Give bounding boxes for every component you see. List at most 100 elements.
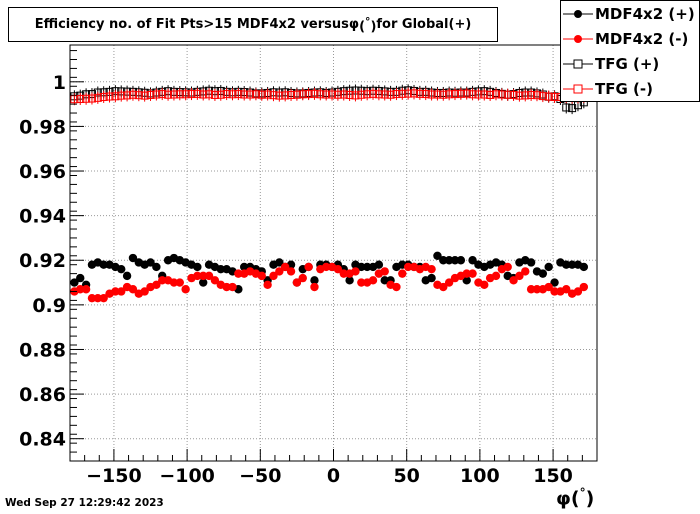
- data-point: [175, 278, 184, 287]
- data-point: [204, 271, 214, 281]
- data-point: [380, 276, 389, 285]
- data-point: [392, 90, 401, 99]
- data-point: [210, 276, 220, 285]
- data-point: [164, 90, 173, 99]
- series-1: [70, 262, 589, 303]
- y-tick-label: 0.94: [19, 206, 66, 228]
- data-point: [158, 90, 167, 99]
- data-point: [70, 95, 79, 104]
- data-point: [374, 90, 383, 99]
- data-point: [451, 90, 460, 99]
- data-point: [117, 91, 126, 100]
- data-point: [152, 262, 161, 272]
- data-point: [503, 262, 512, 272]
- data-point: [152, 280, 161, 289]
- data-point: [76, 285, 85, 294]
- data-point: [298, 273, 307, 283]
- x-tick-label: 150: [533, 465, 573, 487]
- data-point: [550, 92, 559, 101]
- data-point: [515, 91, 524, 100]
- data-point: [263, 90, 272, 99]
- grid-lines: [70, 45, 597, 461]
- data-point: [333, 264, 343, 274]
- data-point: [123, 91, 132, 100]
- data-point: [491, 90, 500, 99]
- data-markers: [70, 84, 589, 303]
- data-point: [392, 282, 401, 292]
- x-tick-label: 50: [393, 465, 419, 487]
- data-point: [439, 282, 448, 292]
- data-point: [562, 285, 571, 294]
- data-point: [421, 90, 430, 99]
- data-point: [550, 287, 559, 296]
- data-point: [363, 90, 372, 99]
- data-point: [357, 90, 366, 99]
- data-point: [567, 260, 577, 269]
- x-tick-label: −50: [239, 465, 281, 487]
- legend-item-mdf4x2-minus: MDF4x2 (-): [561, 27, 700, 51]
- data-point: [99, 293, 108, 303]
- data-point: [462, 269, 471, 278]
- data-point: [93, 93, 102, 102]
- data-point: [374, 260, 384, 269]
- data-point: [222, 90, 231, 99]
- data-point: [398, 89, 407, 98]
- data-point: [81, 285, 91, 294]
- data-point: [275, 267, 284, 276]
- y-tick-label: 0.86: [19, 384, 66, 406]
- data-point: [193, 89, 202, 98]
- data-point: [222, 282, 231, 292]
- y-tick-label: 0.92: [19, 250, 66, 272]
- data-point: [468, 256, 477, 265]
- data-point: [480, 90, 489, 99]
- data-point: [568, 104, 577, 113]
- data-point: [280, 262, 290, 272]
- data-point: [433, 90, 442, 99]
- data-point: [199, 278, 208, 287]
- data-point: [292, 278, 302, 287]
- y-tick-label: 0.9: [32, 295, 66, 317]
- data-point: [351, 91, 360, 100]
- data-point: [292, 90, 301, 99]
- data-point: [210, 90, 219, 99]
- title-prefix: Efficiency no. of Fit Pts>15 MDF4x2 vers…: [34, 17, 349, 32]
- data-point: [193, 262, 202, 272]
- data-point: [398, 269, 407, 278]
- data-point: [339, 269, 348, 278]
- legend-label: MDF4x2 (-): [595, 30, 689, 48]
- data-point: [456, 256, 466, 265]
- data-point: [450, 256, 460, 265]
- data-point: [521, 267, 530, 276]
- data-point: [111, 92, 120, 101]
- data-point: [403, 262, 413, 272]
- filled-circle-icon: [563, 35, 593, 43]
- data-point: [526, 285, 536, 294]
- data-point: [269, 91, 278, 100]
- data-point: [304, 262, 313, 272]
- data-point: [357, 262, 366, 272]
- data-point: [76, 94, 85, 103]
- data-point: [444, 256, 454, 265]
- data-point: [246, 90, 255, 99]
- data-point: [199, 90, 208, 99]
- data-point: [111, 287, 120, 296]
- data-point: [462, 276, 471, 285]
- legend: MDF4x2 (+) MDF4x2 (-) TFG (+) TFG (-): [560, 0, 700, 102]
- data-point: [526, 258, 536, 267]
- data-point: [321, 262, 331, 272]
- data-point: [474, 90, 483, 99]
- title-phi: φ: [348, 17, 360, 32]
- data-point: [369, 89, 378, 98]
- data-point: [427, 264, 436, 274]
- y-tick-label: 0.98: [19, 116, 66, 138]
- data-point: [140, 91, 149, 100]
- data-point: [310, 282, 319, 292]
- legend-label: TFG (+): [595, 55, 660, 73]
- data-point: [152, 90, 161, 99]
- data-point: [269, 271, 278, 281]
- data-point: [445, 90, 454, 99]
- data-point: [562, 260, 571, 269]
- data-point: [87, 94, 96, 103]
- data-point: [275, 91, 284, 100]
- filled-circle-icon: [563, 10, 593, 18]
